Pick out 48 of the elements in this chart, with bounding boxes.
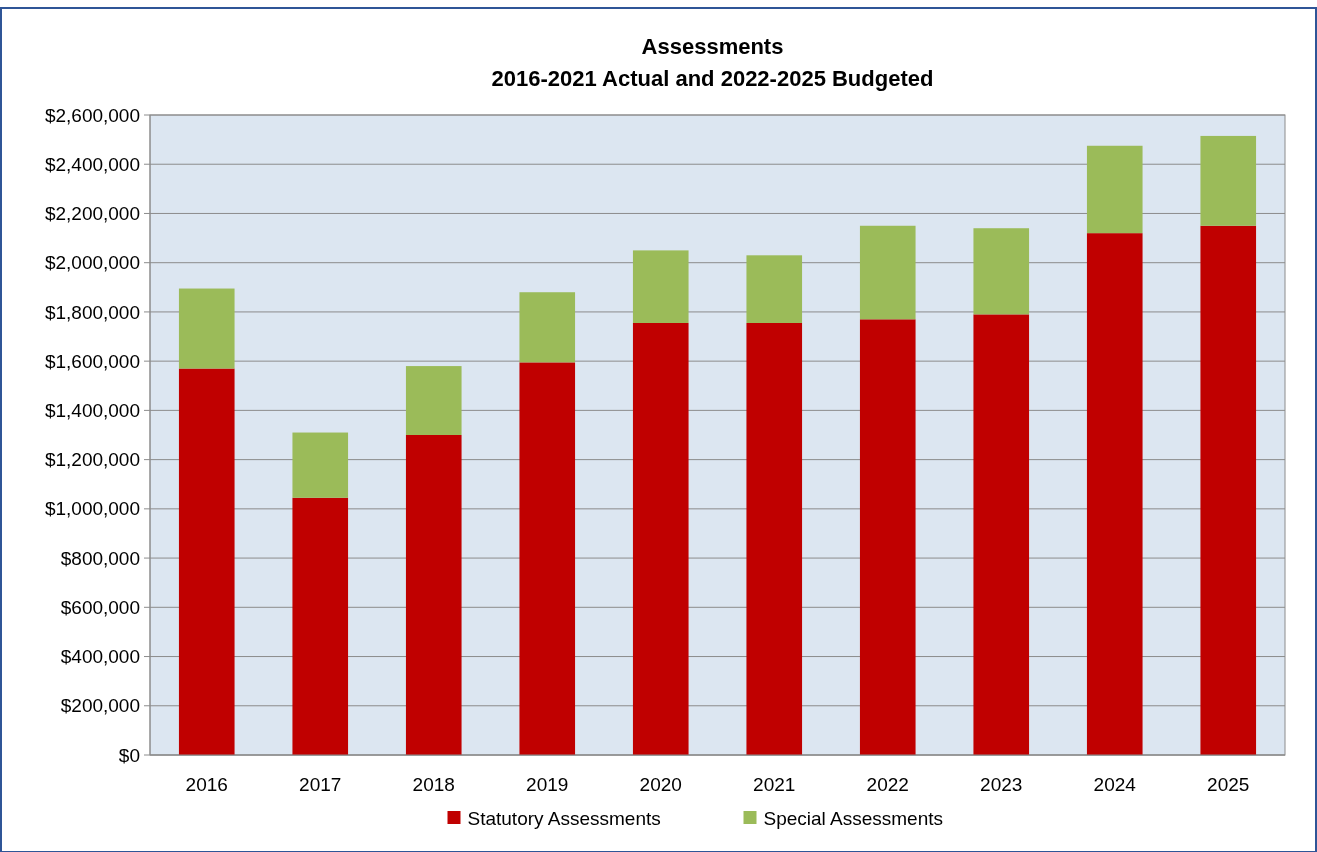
x-tick-label: 2018 xyxy=(412,774,455,795)
x-tick-label: 2021 xyxy=(753,774,796,795)
bar xyxy=(292,497,349,755)
bar xyxy=(632,323,689,755)
bar xyxy=(519,362,576,755)
y-tick-label: $1,800,000 xyxy=(44,301,140,323)
y-tick-label: $200,000 xyxy=(60,695,140,717)
bar xyxy=(1200,135,1257,226)
y-tick-label: $1,200,000 xyxy=(44,449,140,471)
chart-title: Assessments xyxy=(641,34,784,59)
x-tick-label: 2017 xyxy=(299,774,342,795)
bar xyxy=(405,435,462,755)
bar xyxy=(746,323,803,755)
bar xyxy=(178,368,235,755)
x-tick-label: 2023 xyxy=(980,774,1023,795)
bar xyxy=(292,432,349,498)
chart-subtitle: 2016-2021 Actual and 2022-2025 Budgeted xyxy=(491,66,934,91)
bar xyxy=(632,250,689,323)
bar xyxy=(1086,145,1143,234)
bar xyxy=(405,366,462,435)
legend-label: Special Assessments xyxy=(763,807,944,829)
bar xyxy=(746,255,803,323)
legend-label: Statutory Assessments xyxy=(467,807,661,829)
bar xyxy=(1200,225,1257,755)
y-tick-label: $1,000,000 xyxy=(44,498,140,520)
y-tick-label: $1,600,000 xyxy=(44,350,140,372)
y-tick-label: $2,200,000 xyxy=(44,203,140,225)
x-tick-label: 2019 xyxy=(526,774,569,795)
bar xyxy=(178,288,235,369)
bar xyxy=(859,225,916,320)
bar xyxy=(1086,233,1143,755)
x-tick-label: 2022 xyxy=(866,774,909,795)
bar xyxy=(859,319,916,755)
bar xyxy=(973,314,1030,755)
x-tick-label: 2024 xyxy=(1093,774,1137,795)
x-tick-label: 2020 xyxy=(639,774,682,795)
y-tick-label: $400,000 xyxy=(60,646,140,668)
bar xyxy=(519,292,576,363)
x-tick-label: 2025 xyxy=(1207,774,1250,795)
bar xyxy=(973,228,1030,315)
x-tick-label: 2016 xyxy=(185,774,228,795)
y-tick-label: $800,000 xyxy=(60,547,140,569)
y-tick-label: $2,400,000 xyxy=(44,153,140,175)
y-tick-label: $600,000 xyxy=(60,596,140,618)
y-tick-label: $2,000,000 xyxy=(44,252,140,274)
y-tick-label: $2,600,000 xyxy=(44,104,140,126)
y-tick-label: $0 xyxy=(118,744,140,766)
y-tick-label: $1,400,000 xyxy=(44,400,140,422)
